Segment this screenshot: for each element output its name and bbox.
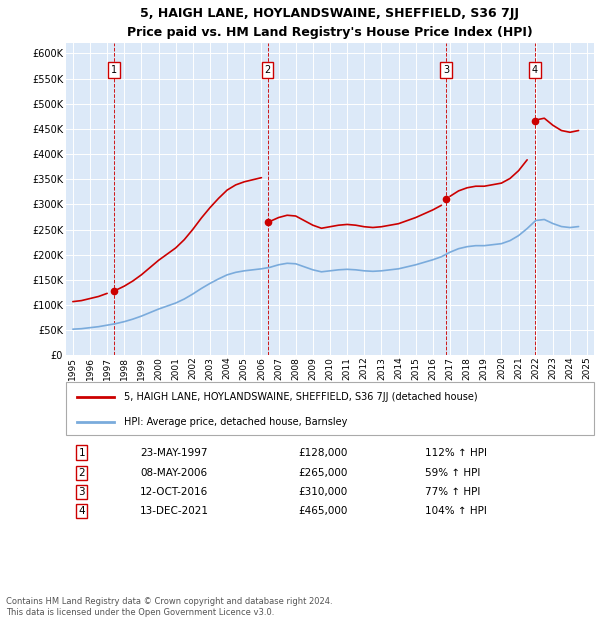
Text: 3: 3 — [79, 487, 85, 497]
Text: 2: 2 — [265, 65, 271, 75]
Text: 1: 1 — [111, 65, 117, 75]
Title: 5, HAIGH LANE, HOYLANDSWAINE, SHEFFIELD, S36 7JJ
Price paid vs. HM Land Registry: 5, HAIGH LANE, HOYLANDSWAINE, SHEFFIELD,… — [127, 7, 533, 40]
Text: 59% ↑ HPI: 59% ↑ HPI — [425, 468, 481, 478]
Text: 12-OCT-2016: 12-OCT-2016 — [140, 487, 208, 497]
Text: 3: 3 — [443, 65, 449, 75]
Text: 77% ↑ HPI: 77% ↑ HPI — [425, 487, 481, 497]
FancyBboxPatch shape — [66, 382, 594, 435]
Text: 08-MAY-2006: 08-MAY-2006 — [140, 468, 207, 478]
Text: 5, HAIGH LANE, HOYLANDSWAINE, SHEFFIELD, S36 7JJ (detached house): 5, HAIGH LANE, HOYLANDSWAINE, SHEFFIELD,… — [124, 392, 478, 402]
Text: 104% ↑ HPI: 104% ↑ HPI — [425, 506, 487, 516]
Text: £465,000: £465,000 — [298, 506, 347, 516]
Text: £310,000: £310,000 — [298, 487, 347, 497]
Text: Contains HM Land Registry data © Crown copyright and database right 2024.
This d: Contains HM Land Registry data © Crown c… — [6, 598, 332, 617]
Text: 13-DEC-2021: 13-DEC-2021 — [140, 506, 209, 516]
Text: 4: 4 — [79, 506, 85, 516]
Text: 112% ↑ HPI: 112% ↑ HPI — [425, 448, 487, 458]
Text: 4: 4 — [532, 65, 538, 75]
Text: £128,000: £128,000 — [298, 448, 347, 458]
Text: 23-MAY-1997: 23-MAY-1997 — [140, 448, 208, 458]
Text: 1: 1 — [79, 448, 85, 458]
Text: 2: 2 — [79, 468, 85, 478]
Text: HPI: Average price, detached house, Barnsley: HPI: Average price, detached house, Barn… — [124, 417, 347, 427]
Text: £265,000: £265,000 — [298, 468, 347, 478]
